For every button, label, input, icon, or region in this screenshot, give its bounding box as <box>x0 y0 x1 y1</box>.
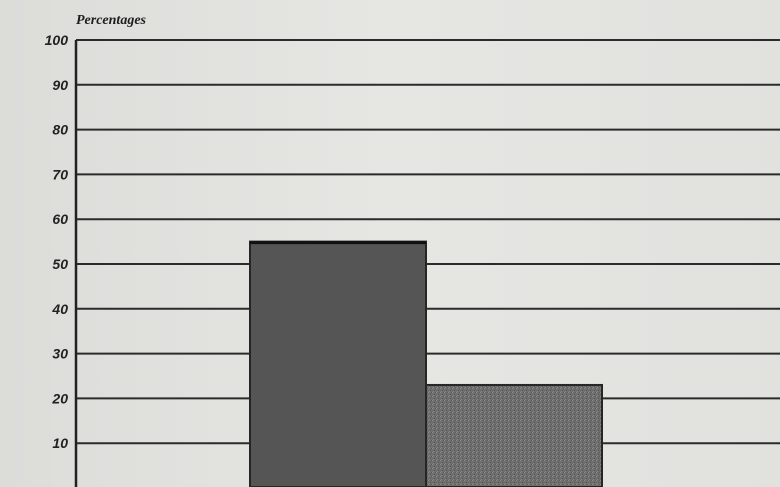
bar-1 <box>249 240 427 487</box>
y-tick-label-100: 100 <box>45 32 69 48</box>
y-tick-label-40: 40 <box>51 301 68 317</box>
y-tick-label-50: 50 <box>52 256 68 272</box>
y-tick-label-90: 90 <box>52 77 68 93</box>
y-axis-ticks: 10 20 30 40 50 60 70 80 90 100 <box>45 32 69 451</box>
y-tick-label-10: 10 <box>52 435 68 451</box>
y-tick-label-20: 20 <box>51 390 68 406</box>
y-axis-label: Percentages <box>76 13 147 28</box>
bar-2 <box>425 383 603 487</box>
y-tick-label-70: 70 <box>52 166 68 182</box>
y-tick-label-30: 30 <box>52 346 68 362</box>
y-tick-label-80: 80 <box>52 122 68 138</box>
y-tick-label-60: 60 <box>52 211 68 227</box>
